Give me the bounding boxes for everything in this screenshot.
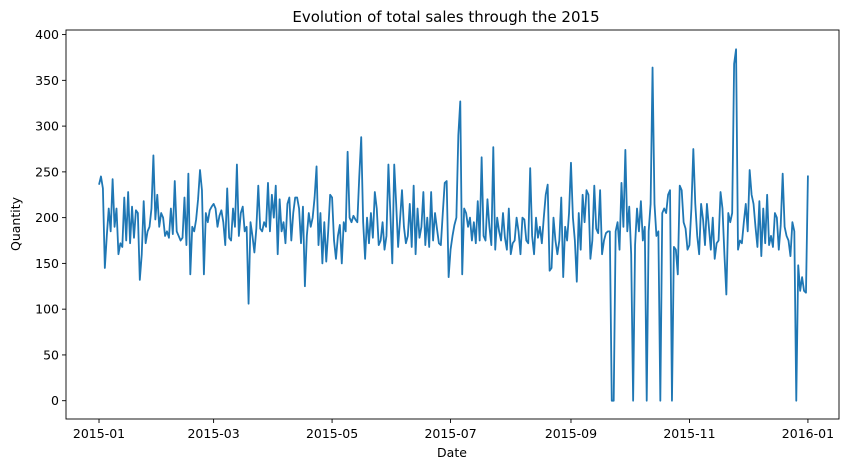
- y-tick-label: 350: [35, 73, 59, 88]
- x-axis-label: Date: [437, 445, 467, 460]
- x-tick-label: 2015-03: [187, 426, 239, 441]
- chart-title: Evolution of total sales through the 201…: [292, 8, 599, 26]
- x-tick-label: 2015-09: [545, 426, 597, 441]
- axes-frame: [65, 29, 840, 420]
- y-tick-label: 100: [35, 302, 59, 317]
- y-tick-label: 300: [35, 119, 59, 134]
- y-tick-label: 150: [35, 256, 59, 271]
- y-axis-label: Quantity: [8, 196, 23, 251]
- y-tick-label: 200: [35, 210, 59, 225]
- x-tick-label: 2015-11: [663, 426, 715, 441]
- y-tick-label: 0: [51, 393, 59, 408]
- x-tick-label: 2015-05: [306, 426, 358, 441]
- x-tick-label: 2016-01: [782, 426, 834, 441]
- plot-area: [98, 48, 809, 402]
- y-tick-label: 400: [35, 27, 59, 42]
- x-tick-label: 2015-07: [424, 426, 476, 441]
- y-tick-label: 50: [43, 347, 59, 362]
- y-tick-label: 250: [35, 164, 59, 179]
- x-tick-label: 2015-01: [73, 426, 125, 441]
- series-line: [98, 48, 809, 402]
- x-axis: 2015-01 2015-03 2015-05 2015-07 2015-09 2015-…: [73, 419, 834, 441]
- y-axis: 0 50 100 150 200 250 300 350 400: [35, 27, 66, 408]
